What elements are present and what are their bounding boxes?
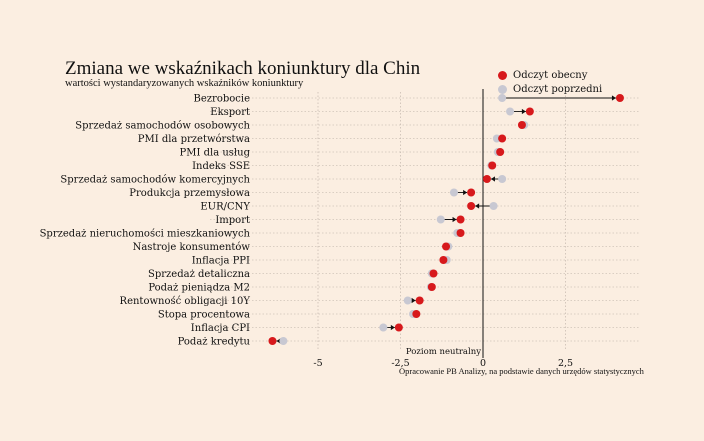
- change-arrowhead: [490, 176, 495, 182]
- current-point: [498, 134, 507, 143]
- current-point: [456, 229, 465, 237]
- previous-point: [449, 188, 458, 197]
- change-arrowhead: [463, 189, 468, 196]
- current-point: [439, 256, 448, 264]
- change-arrowhead: [452, 216, 457, 223]
- change-arrowhead: [521, 108, 526, 115]
- x-tick-label: -2,5: [391, 358, 409, 369]
- current-point: [268, 337, 277, 345]
- category-label: Sprzedaż detaliczna: [148, 269, 250, 280]
- change-arrowhead: [390, 324, 395, 331]
- current-point: [427, 283, 436, 291]
- current-point: [394, 323, 403, 332]
- category-label: Bezrobocie: [194, 94, 251, 105]
- current-point: [496, 148, 505, 156]
- category-label: Sprzedaż nieruchomości mieszkaniowych: [40, 229, 251, 240]
- previous-point: [498, 94, 507, 102]
- category-label: Podaż pieniądza M2: [148, 283, 250, 294]
- current-point: [488, 161, 497, 170]
- category-label: Rentowność obligacji 10Y: [120, 296, 251, 307]
- legend-item-previous: Odczyt poprzedni: [498, 82, 602, 96]
- category-label: PMI dla przetwórstwa: [138, 134, 250, 145]
- category-label: Nastroje konsumentów: [133, 242, 251, 253]
- category-label: Inflacja PPI: [192, 256, 250, 267]
- current-point: [456, 215, 465, 224]
- current-point: [467, 188, 476, 197]
- current-point: [615, 94, 624, 102]
- x-tick-label: 0: [480, 358, 486, 369]
- category-label: Eksport: [210, 107, 250, 118]
- current-point: [517, 121, 526, 129]
- legend-swatch-current: [498, 70, 507, 80]
- category-label: Podaż kredytu: [178, 337, 251, 348]
- category-label: Sprzedaż samochodów osobowych: [75, 121, 250, 132]
- current-point: [467, 202, 476, 210]
- x-tick-label: 2,5: [558, 358, 573, 369]
- legend-item-current: Odczyt obecny: [498, 68, 602, 82]
- previous-point: [279, 337, 288, 345]
- x-tick-label: -5: [313, 358, 322, 369]
- source-note: Opracowanie PB Analizy, na podstawie dan…: [399, 366, 644, 376]
- chart-title: Zmiana we wskaźnikach koniunktury dla Ch…: [65, 58, 421, 79]
- current-point: [442, 242, 451, 251]
- change-arrowhead: [611, 95, 616, 101]
- previous-point: [506, 107, 515, 116]
- change-arrowhead: [411, 297, 416, 304]
- legend-swatch-previous: [498, 84, 507, 94]
- legend: Odczyt obecny Odczyt poprzedni: [498, 68, 602, 96]
- category-label: Indeks SSE: [192, 161, 250, 172]
- change-arrowhead: [276, 338, 281, 344]
- previous-point: [489, 202, 498, 210]
- category-label: Produkcja przemysłowa: [129, 188, 250, 199]
- category-label: Inflacja CPI: [191, 323, 250, 334]
- change-arrowhead: [475, 203, 480, 209]
- category-label: EUR/CNY: [200, 202, 250, 213]
- previous-point: [436, 215, 445, 224]
- category-label: PMI dla usług: [180, 148, 251, 159]
- previous-point: [379, 323, 388, 332]
- current-point: [525, 107, 534, 116]
- category-label: Stopa procentowa: [158, 310, 250, 321]
- zero-line-label: Poziom neutralny: [406, 347, 481, 357]
- current-point: [412, 310, 421, 318]
- chart-subtitle: wartości wystandaryzowanych wskaźników k…: [65, 78, 304, 89]
- previous-point: [403, 296, 412, 305]
- legend-label-previous: Odczyt poprzedni: [513, 83, 603, 95]
- current-point: [482, 175, 491, 183]
- legend-label-current: Odczyt obecny: [513, 69, 588, 81]
- category-label: Import: [215, 215, 250, 226]
- category-label: Sprzedaż samochodów komercyjnych: [60, 175, 250, 186]
- current-point: [415, 296, 424, 305]
- previous-point: [498, 175, 507, 183]
- current-point: [429, 269, 438, 278]
